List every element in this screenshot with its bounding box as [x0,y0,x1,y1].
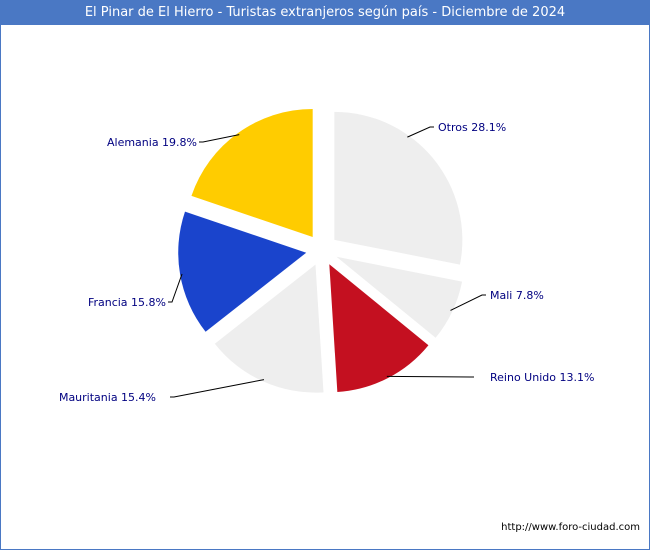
slice-labels: Otros 28.1% Mali 7.8% Reino Unido 13.1% Mau… [59,121,594,404]
slice-label-francia: Francia 15.8% [88,296,166,309]
pie-slice-alemania [191,108,313,237]
pie-slices [178,108,463,393]
slice-label-mauritania: Mauritania 15.4% [59,391,156,404]
source-credit: http://www.foro-ciudad.com [501,522,640,533]
pie-slice-mauritania [214,264,324,393]
leader-line-mauritania [170,379,265,398]
pie-slice-otros [334,111,463,265]
slice-label-reino-unido: Reino Unido 13.1% [490,371,594,384]
chart-title: El Pinar de El Hierro - Turistas extranj… [0,0,650,25]
slice-label-mali: Mali 7.8% [490,289,544,302]
pie-slice-reino-unido [329,264,429,392]
label-leaders [168,126,486,398]
slice-label-alemania: Alemania 19.8% [107,136,197,149]
leader-line-otros [407,126,434,138]
slice-label-otros: Otros 28.1% [438,121,506,134]
leader-line-mali [450,294,486,311]
leader-line-reino-unido [386,375,474,378]
pie-slice-mali [336,256,463,338]
pie-slice-francia [178,211,307,332]
leader-line-alemania [199,134,240,143]
leader-line-francia [168,273,183,303]
